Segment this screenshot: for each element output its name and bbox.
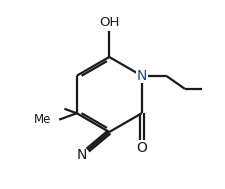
Text: N: N — [136, 69, 146, 83]
Text: N: N — [77, 148, 87, 162]
Text: Me: Me — [34, 113, 51, 126]
Text: O: O — [136, 141, 146, 155]
Text: OH: OH — [99, 16, 119, 29]
